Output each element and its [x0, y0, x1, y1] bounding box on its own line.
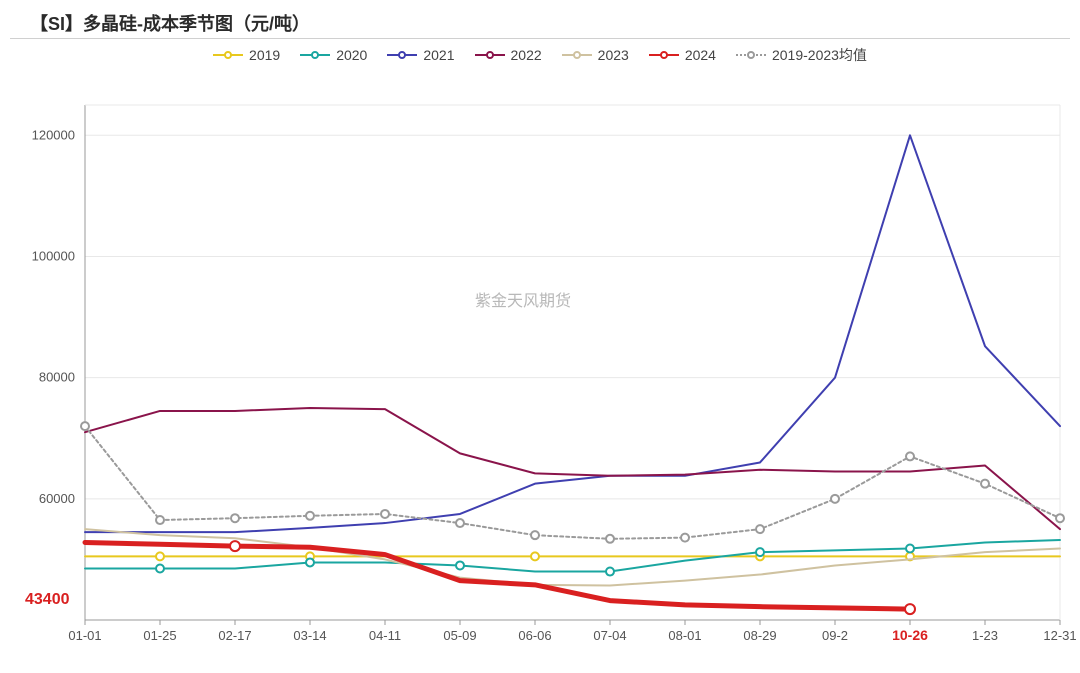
chart-container: 【SI】多晶硅-成本季节图（元/吨） 201920202021202220232… [0, 0, 1080, 673]
series-marker [306, 558, 314, 566]
chart-area: 60000 80000 100000 120000 01-01 01-25 02-17 03-… [0, 80, 1080, 670]
series-marker [456, 561, 464, 569]
legend-item[interactable]: 2023 [562, 45, 629, 65]
x-tick-label: 05-09 [443, 628, 476, 643]
legend-swatch [475, 49, 505, 61]
x-tick-label: 01-25 [143, 628, 176, 643]
callout-value: 43400 [25, 591, 70, 609]
series-marker [81, 422, 89, 430]
x-tick-label: 06-06 [518, 628, 551, 643]
y-tick-label: 120000 [32, 127, 75, 142]
series-marker [606, 535, 614, 543]
legend-item[interactable]: 2019 [213, 45, 280, 65]
x-tick-label: 07-04 [593, 628, 626, 643]
legend-label: 2022 [511, 47, 542, 63]
legend-swatch [562, 49, 592, 61]
x-tick-label: 04-11 [369, 628, 401, 643]
series-marker [306, 512, 314, 520]
series-marker [906, 452, 914, 460]
legend-label: 2024 [685, 47, 716, 63]
x-tick-label: 03-14 [293, 628, 326, 643]
series-marker [756, 525, 764, 533]
series-marker [381, 510, 389, 518]
legend-label: 2021 [423, 47, 454, 63]
series-marker [456, 519, 464, 527]
series-marker [231, 514, 239, 522]
x-tick-label: 02-17 [218, 628, 251, 643]
series-marker [606, 568, 614, 576]
x-tick-label: 10-26 [892, 627, 928, 643]
series-marker [531, 531, 539, 539]
y-tick-label: 60000 [39, 491, 75, 506]
legend: 2019 2020 2021 2022 2023 2024 2019-2023均值 [0, 45, 1080, 65]
legend-swatch [736, 49, 766, 61]
legend-item[interactable]: 2021 [387, 45, 454, 65]
legend-label: 2023 [598, 47, 629, 63]
y-tick-label: 100000 [32, 248, 75, 263]
x-tick-label: 08-29 [743, 628, 776, 643]
series-marker [905, 604, 915, 614]
chart-title: 【SI】多晶硅-成本季节图（元/吨） [30, 10, 310, 36]
seasonal-line-chart: 60000 80000 100000 120000 01-01 01-25 02-17 03-… [0, 80, 1080, 670]
series-marker [756, 548, 764, 556]
legend-swatch [387, 49, 417, 61]
legend-label: 2020 [336, 47, 367, 63]
legend-label: 2019 [249, 47, 280, 63]
legend-item[interactable]: 2020 [300, 45, 367, 65]
legend-item[interactable]: 2022 [475, 45, 542, 65]
series-marker [906, 545, 914, 553]
legend-swatch [213, 49, 243, 61]
series-marker [156, 552, 164, 560]
x-tick-label: 12-31 [1043, 628, 1076, 643]
legend-item[interactable]: 2024 [649, 45, 716, 65]
x-tick-label: 09-2 [822, 628, 848, 643]
legend-item[interactable]: 2019-2023均值 [736, 45, 867, 65]
y-tick-label: 80000 [39, 370, 75, 385]
series-marker [156, 565, 164, 573]
series-marker [531, 552, 539, 560]
x-tick-label: 08-01 [668, 628, 701, 643]
x-tick-label: 1-23 [972, 628, 998, 643]
legend-swatch [300, 49, 330, 61]
series-marker [981, 480, 989, 488]
series-marker [230, 541, 240, 551]
series-marker [831, 495, 839, 503]
x-tick-label: 01-01 [68, 628, 101, 643]
series-marker [1056, 514, 1064, 522]
series-marker [156, 516, 164, 524]
legend-swatch [649, 49, 679, 61]
series-marker [681, 534, 689, 542]
title-rule [10, 38, 1070, 39]
legend-label: 2019-2023均值 [772, 45, 867, 65]
